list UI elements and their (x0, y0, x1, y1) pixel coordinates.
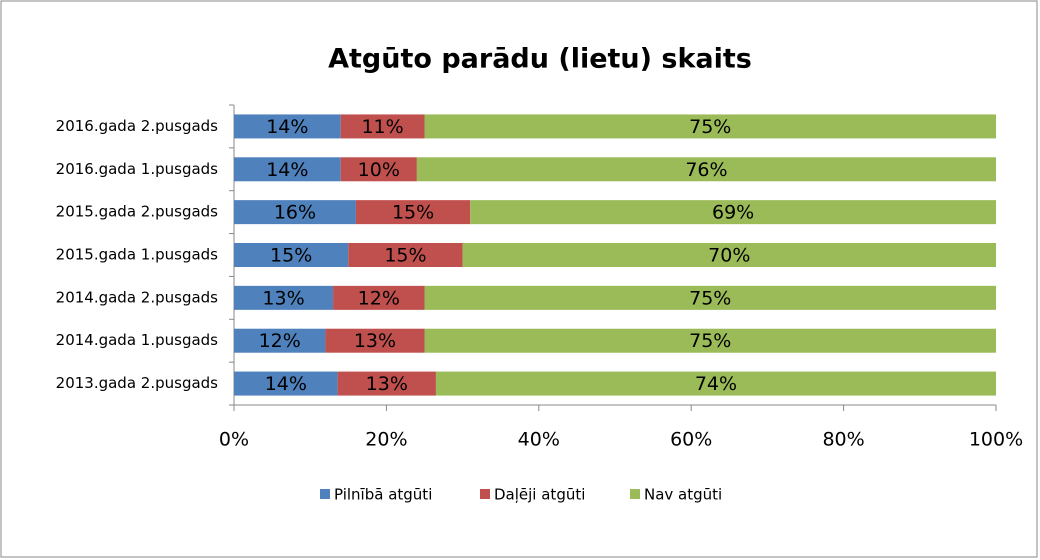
data-label: 15% (270, 245, 312, 267)
bar-segment (424, 285, 996, 310)
y-tick-label: 2016.gada 1.pusgads (56, 160, 219, 178)
data-label: 15% (384, 245, 426, 267)
legend-swatch (320, 489, 330, 499)
bar-segment (348, 243, 463, 267)
data-label: 75% (689, 330, 731, 352)
data-label: 12% (259, 330, 301, 352)
bar-segment (340, 157, 417, 182)
data-label: 70% (708, 245, 750, 267)
bar-segment (340, 114, 425, 139)
bar-segment (234, 157, 341, 182)
y-tick-label: 2015.gada 2.pusgads (56, 203, 219, 221)
bar-segment (416, 157, 996, 182)
bar-segment (234, 243, 349, 267)
bar-segment (333, 285, 425, 310)
bar-segment (337, 371, 436, 396)
y-tick-label: 2014.gada 2.pusgads (56, 288, 219, 306)
data-label: 13% (366, 373, 408, 395)
legend-label: Pilnībā atgūti (334, 486, 432, 504)
y-tick-label: 2016.gada 2.pusgads (56, 117, 219, 135)
bar-segment (234, 285, 334, 310)
x-tick-label: 20% (365, 429, 407, 451)
y-tick-label: 2014.gada 1.pusgads (56, 331, 219, 349)
data-label: 15% (392, 202, 434, 224)
x-tick-label: 100% (969, 429, 1023, 451)
data-label: 14% (266, 159, 308, 181)
data-label: 69% (712, 202, 754, 224)
data-label: 14% (265, 373, 307, 395)
data-label: 13% (354, 330, 396, 352)
data-label: 75% (689, 287, 731, 309)
bar-segment (325, 328, 425, 353)
legend-swatch (630, 489, 640, 499)
x-tick-label: 40% (518, 429, 560, 451)
data-label: 13% (262, 287, 304, 309)
data-label: 76% (685, 159, 727, 181)
bar-segment (470, 200, 997, 225)
data-label: 75% (689, 116, 731, 138)
x-tick-label: 0% (219, 429, 249, 451)
data-label: 10% (358, 159, 400, 181)
bar-segment (355, 200, 471, 225)
bar-segment (424, 328, 996, 353)
legend-label: Nav atgūti (644, 486, 722, 504)
data-label: 16% (274, 202, 316, 224)
bar-segment (234, 200, 356, 225)
bar-segment (234, 371, 338, 396)
bar-segment (462, 243, 997, 267)
bar-segment (435, 371, 996, 396)
y-tick-label: 2015.gada 1.pusgads (56, 246, 219, 264)
data-label: 14% (266, 116, 308, 138)
chart-title: Atgūto parādu (lietu) skaits (328, 44, 752, 75)
data-label: 74% (695, 373, 737, 395)
bar-segment (424, 114, 996, 139)
y-tick-label: 2013.gada 2.pusgads (56, 374, 219, 392)
legend-label: Daļēji atgūti (494, 486, 585, 504)
bar-segment (234, 114, 341, 139)
data-label: 12% (358, 287, 400, 309)
bar-segment (234, 328, 326, 353)
legend-swatch (480, 489, 490, 499)
x-tick-label: 80% (822, 429, 864, 451)
x-tick-label: 60% (670, 429, 712, 451)
data-label: 11% (361, 116, 403, 138)
